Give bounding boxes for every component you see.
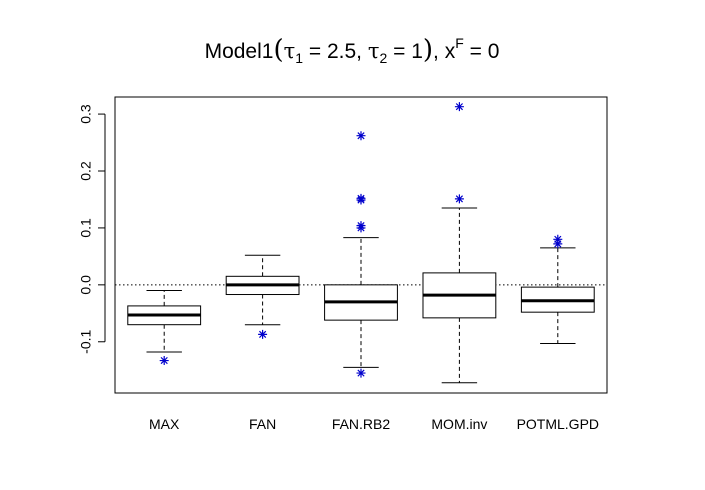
outlier-potml-gpd (553, 239, 563, 249)
x-tick-label-mom-inv: MOM.inv (431, 416, 487, 432)
outlier-fan-rb2 (356, 195, 366, 205)
y-tick-label: 0.1 (78, 218, 94, 238)
title-paren-close: ) (423, 35, 433, 65)
outlier-mom-inv (454, 194, 464, 204)
outlier-mom-inv (454, 102, 464, 112)
outlier-fan (258, 329, 268, 339)
y-tick-label: -0.1 (78, 329, 94, 353)
outlier-fan-rb2 (356, 368, 366, 378)
outlier-potml-gpd (553, 234, 563, 244)
x-tick-label-fan: FAN (249, 416, 276, 432)
title-tau1: τ (284, 39, 296, 63)
title-tau1-val: = 2.5, (303, 40, 368, 63)
title-tau2: τ (368, 39, 380, 63)
plot-area: -0.1 0.0 0.1 0.2 0.3 MAX FAN FAN.RB2 MOM.inv POTM… (78, 96, 608, 432)
title-tau1-sub: 1 (295, 50, 303, 66)
chart-title: Model1(τ1 = 2.5, τ2 = 1), xF = 0 (205, 35, 500, 66)
title-xf-sup: F (455, 35, 464, 51)
outlier-max (159, 356, 169, 366)
y-tick-label: 0.2 (78, 161, 94, 181)
plot-frame (114, 96, 608, 394)
title-xf-val: = 0 (464, 40, 500, 63)
title-tau2-val: = 1 (387, 40, 423, 63)
outlier-fan-rb2 (356, 223, 366, 233)
y-tick-label: 0.3 (78, 104, 94, 124)
y-tick-label: 0.0 (78, 275, 94, 295)
title-paren-open: ( (273, 35, 283, 65)
x-tick-label-potml-gpd: POTML.GPD (517, 416, 599, 432)
outlier-fan-rb2 (356, 131, 366, 141)
x-tick-label-max: MAX (149, 416, 180, 432)
title-model: Model1 (205, 40, 274, 63)
title-tau2-sub: 2 (379, 50, 387, 66)
title-xf: , x (433, 40, 456, 63)
x-tick-label-fan-rb2: FAN.RB2 (332, 416, 391, 432)
